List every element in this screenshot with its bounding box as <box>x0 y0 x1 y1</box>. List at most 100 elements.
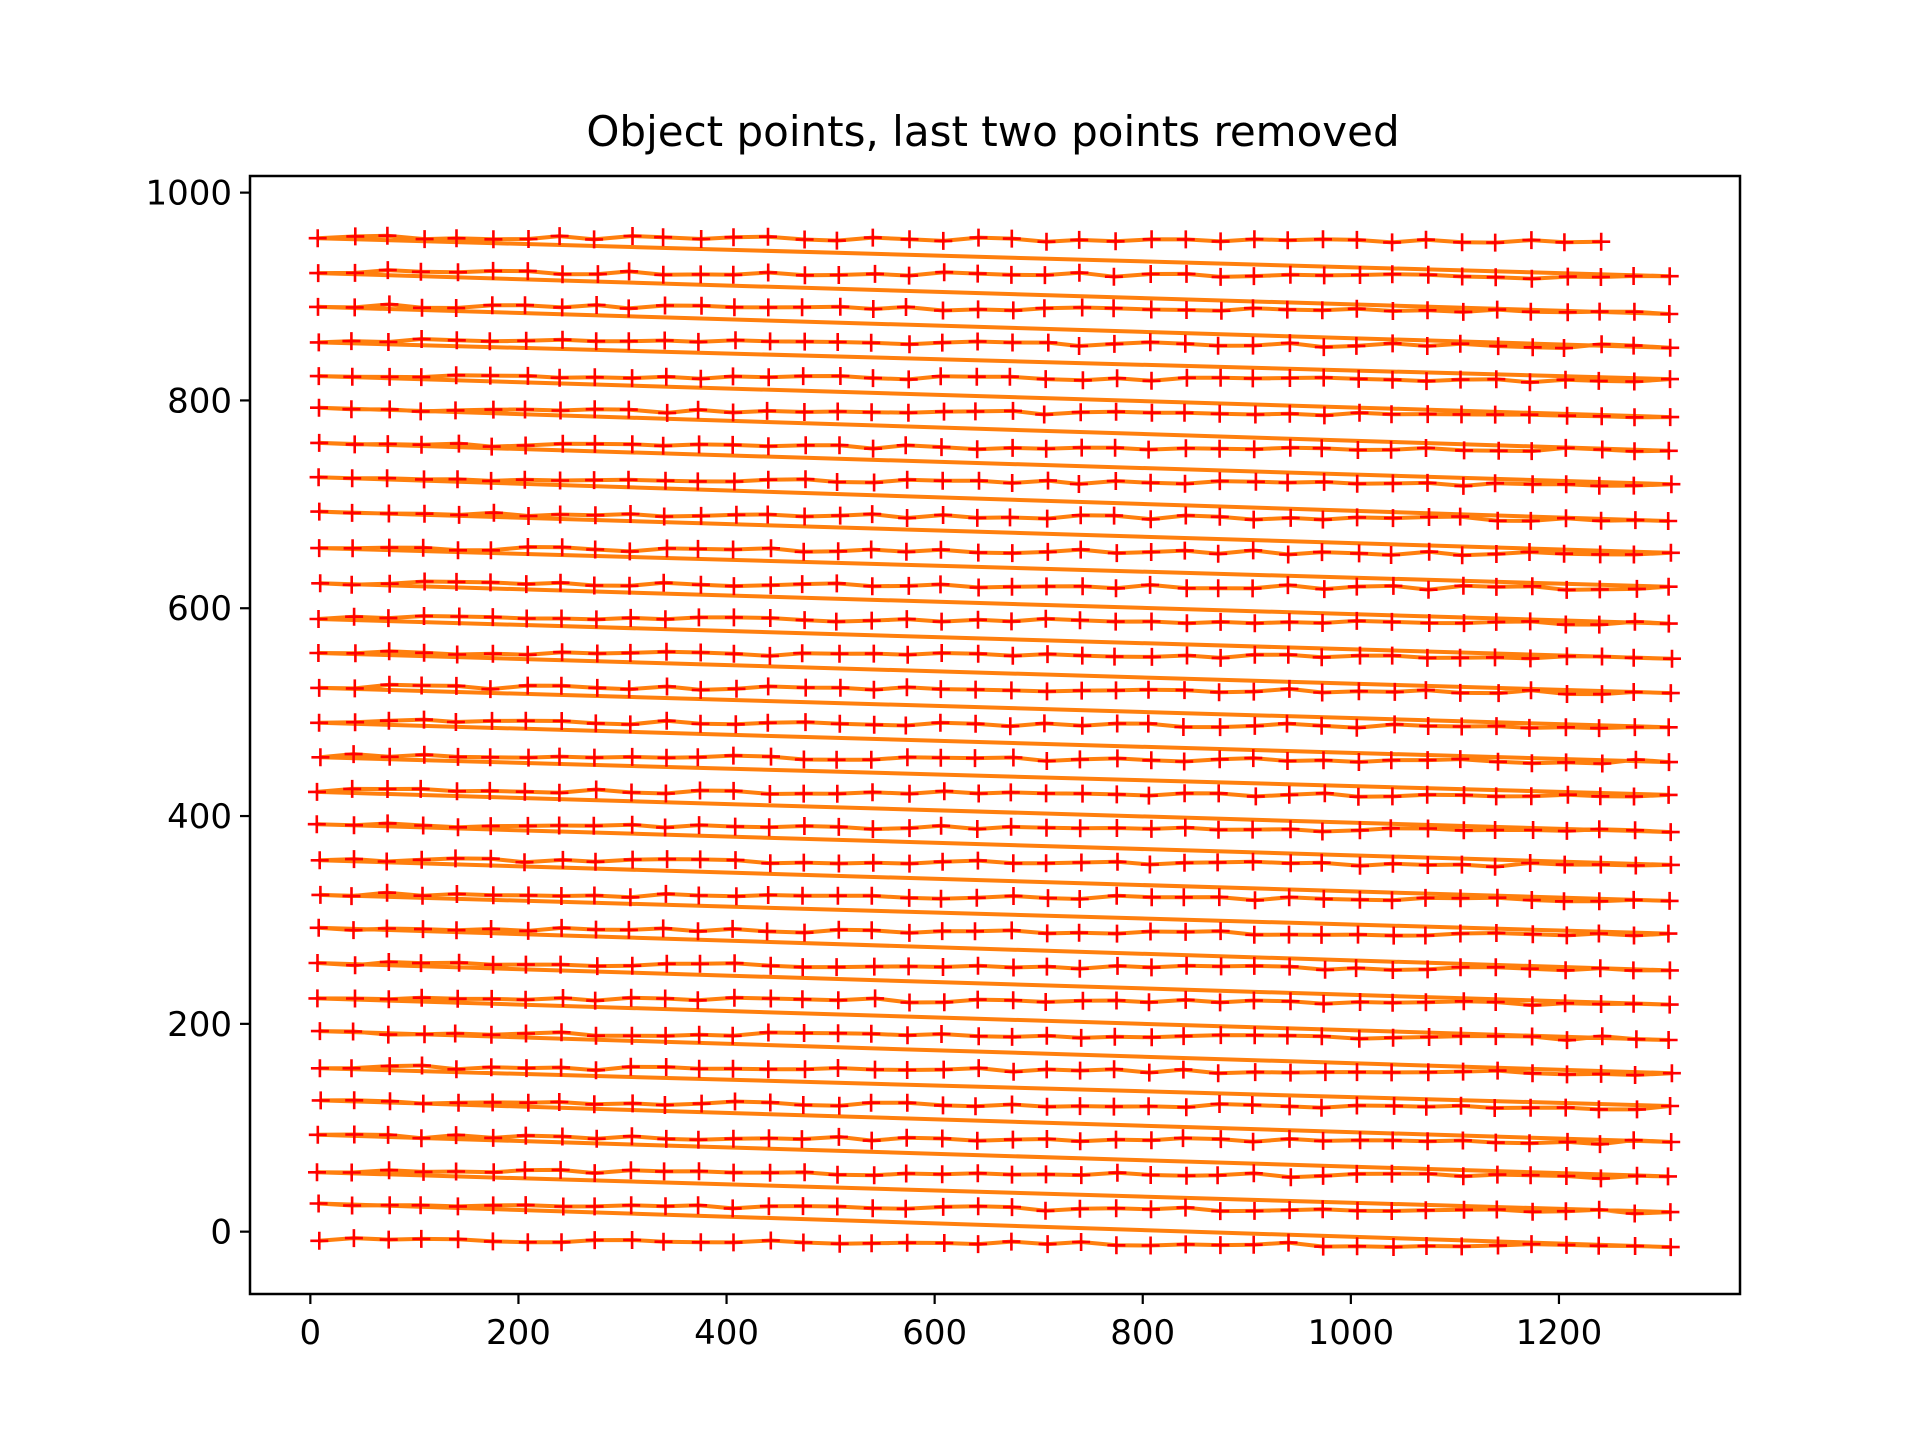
data-point <box>621 505 640 523</box>
data-point <box>691 714 710 733</box>
data-point <box>446 713 465 731</box>
data-point <box>448 1197 467 1216</box>
data-point <box>966 680 985 699</box>
data-point <box>411 262 430 281</box>
data-point <box>1035 299 1054 318</box>
data-point <box>829 854 848 873</box>
data-point <box>1488 511 1507 530</box>
data-point <box>656 471 675 490</box>
data-point <box>1107 1130 1125 1149</box>
data-point <box>1416 681 1435 700</box>
data-point <box>1244 1132 1263 1151</box>
data-point <box>1211 718 1230 737</box>
data-point <box>1037 1060 1056 1079</box>
data-point <box>309 297 327 316</box>
data-point <box>518 262 537 281</box>
data-point <box>620 262 639 281</box>
data-point <box>1244 852 1262 871</box>
data-point <box>968 1131 987 1150</box>
data-point <box>864 300 883 318</box>
data-point <box>1069 475 1088 493</box>
data-point <box>518 1233 537 1252</box>
data-point <box>380 295 399 314</box>
data-point <box>864 680 883 699</box>
data-point <box>1105 1060 1124 1079</box>
data-point <box>412 435 431 454</box>
data-point <box>484 955 503 974</box>
data-point <box>689 886 708 905</box>
data-point <box>1347 959 1366 978</box>
data-point <box>1383 1131 1402 1150</box>
data-point <box>1420 614 1439 632</box>
data-point <box>1348 1237 1367 1256</box>
data-point <box>1487 787 1506 806</box>
data-point <box>1454 1062 1473 1081</box>
data-point <box>828 402 847 421</box>
data-point <box>759 1023 778 1042</box>
data-point <box>343 1196 362 1215</box>
data-point <box>758 713 777 732</box>
data-point <box>654 265 673 284</box>
data-point <box>586 714 605 733</box>
data-point <box>967 888 986 907</box>
data-point <box>1522 681 1540 700</box>
x-tick-label: 800 <box>1110 1313 1175 1353</box>
data-point <box>1177 1098 1196 1117</box>
data-point <box>759 1060 778 1079</box>
data-point <box>969 1059 988 1078</box>
data-point <box>1177 368 1196 387</box>
data-point <box>1488 1061 1507 1080</box>
data-point <box>1071 1061 1090 1080</box>
data-point <box>380 367 399 386</box>
data-point <box>1626 1066 1645 1084</box>
data-point <box>1660 267 1679 286</box>
data-point <box>484 503 503 522</box>
data-point <box>1106 232 1125 251</box>
data-point <box>795 266 814 285</box>
data-point <box>1590 476 1609 495</box>
data-point <box>1039 333 1058 352</box>
data-point <box>1487 924 1506 942</box>
data-point <box>1661 855 1680 874</box>
data-point <box>656 610 675 629</box>
data-point <box>866 1060 884 1079</box>
data-point <box>1071 1097 1089 1116</box>
data-point <box>1280 785 1299 804</box>
data-point <box>516 711 535 730</box>
data-point <box>1210 404 1229 423</box>
data-point <box>517 609 536 628</box>
data-point <box>866 264 884 283</box>
data-point <box>1281 438 1300 457</box>
data-point <box>794 853 813 872</box>
data-point <box>793 886 812 905</box>
data-point <box>1004 748 1023 767</box>
data-point <box>515 853 534 872</box>
data-point <box>658 403 677 422</box>
data-point <box>483 1093 502 1112</box>
data-point <box>1107 579 1125 598</box>
data-point <box>448 645 467 664</box>
data-point <box>657 1129 676 1148</box>
data-point <box>1002 265 1021 284</box>
data-point <box>1557 580 1576 599</box>
data-point <box>1347 1164 1366 1183</box>
data-point <box>1107 1236 1126 1255</box>
data-point <box>1245 956 1264 975</box>
data-point <box>1382 751 1401 770</box>
data-point <box>344 1022 363 1041</box>
data-point <box>1246 891 1264 910</box>
data-point <box>1348 441 1367 459</box>
data-point <box>864 369 882 388</box>
data-point <box>379 609 398 628</box>
data-point <box>723 1199 742 1218</box>
data-point <box>1558 267 1577 286</box>
data-point <box>1243 369 1262 388</box>
data-point <box>411 779 430 798</box>
data-point <box>1382 440 1401 459</box>
data-point <box>689 608 708 627</box>
data-point <box>482 471 501 490</box>
data-point <box>412 850 431 869</box>
data-point <box>622 1196 641 1215</box>
data-point <box>1209 336 1228 355</box>
data-point <box>969 228 988 247</box>
